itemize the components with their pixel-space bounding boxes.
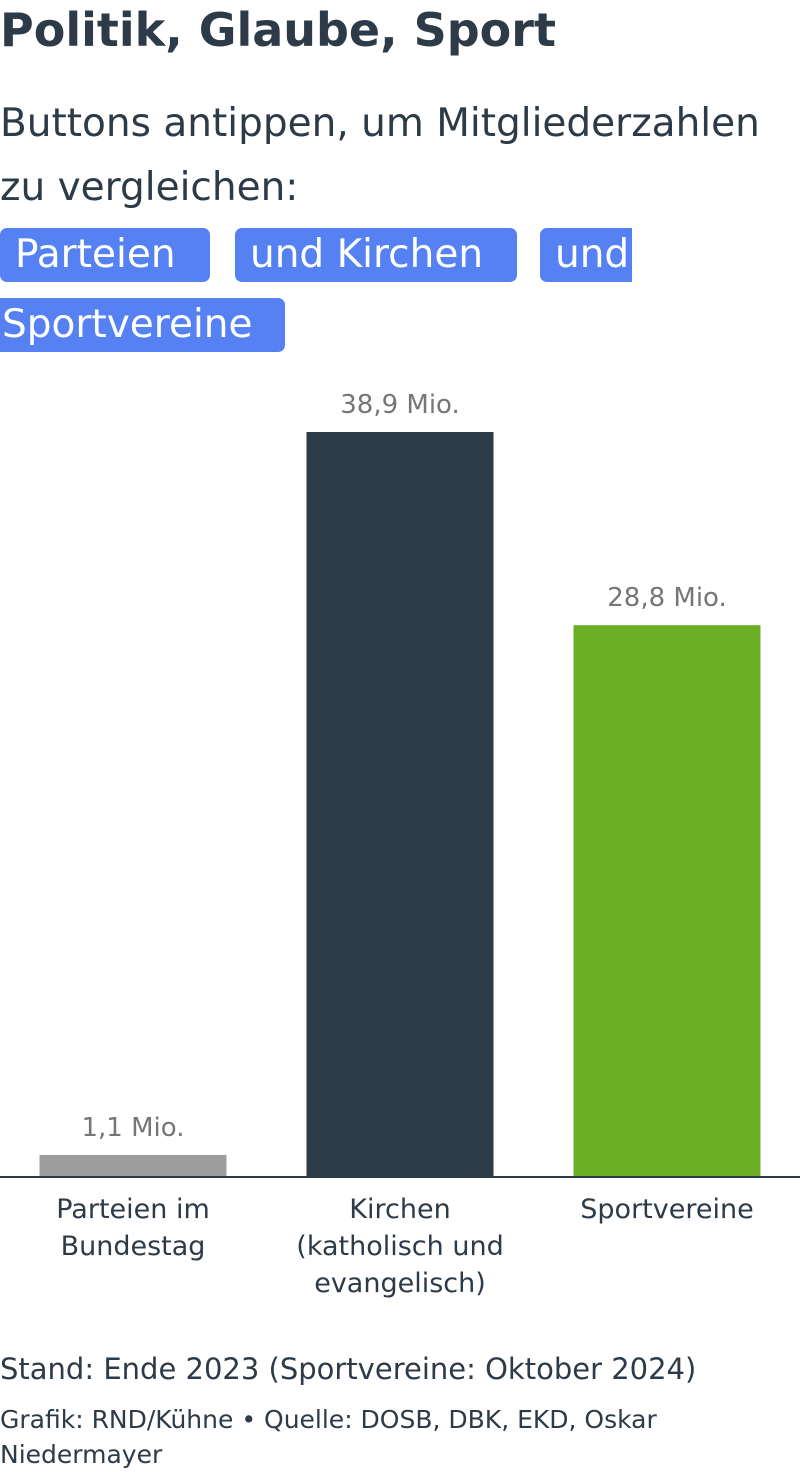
chart-title: Politik, Glaube, Sport xyxy=(0,3,556,57)
sportvereine-button-continued[interactable]: Sportvereine xyxy=(0,298,285,352)
bar-1 xyxy=(39,1154,227,1176)
category-label-1-line-1: Parteien im xyxy=(56,1194,210,1225)
kirchen-button[interactable]: und Kirchen xyxy=(235,228,517,282)
value-label-1: 1,1 Mio. xyxy=(82,1113,185,1143)
category-label-3-line-1: Sportvereine xyxy=(580,1194,753,1225)
source-credit: Grafik: RND/Kühne • Quelle: DOSB, DBK, E… xyxy=(0,1405,657,1469)
bar-2 xyxy=(306,432,494,1176)
category-label-2-line-1: Kirchen xyxy=(349,1194,450,1225)
category-label-1-line-2: Bundestag xyxy=(61,1231,206,1262)
sportvereine-button[interactable]: und xyxy=(540,228,632,282)
footnote: Stand: Ende 2023 (Sportvereine: Oktober … xyxy=(0,1352,697,1386)
value-label-2: 38,9 Mio. xyxy=(340,390,460,420)
bar-chart: 1,1 Mio. Parteien im Bundestag 38,9 Mio. Kir… xyxy=(0,390,800,1299)
value-label-3: 28,8 Mio. xyxy=(607,583,727,613)
category-label-2-line-2: (katholisch und xyxy=(296,1231,503,1262)
bar-3 xyxy=(573,625,761,1176)
category-label-2-line-3: evangelisch) xyxy=(314,1268,486,1299)
chart-subtitle: Buttons antippen, um Mitgliederzahlen zu… xyxy=(0,101,760,210)
parteien-button[interactable]: Parteien xyxy=(0,228,210,282)
